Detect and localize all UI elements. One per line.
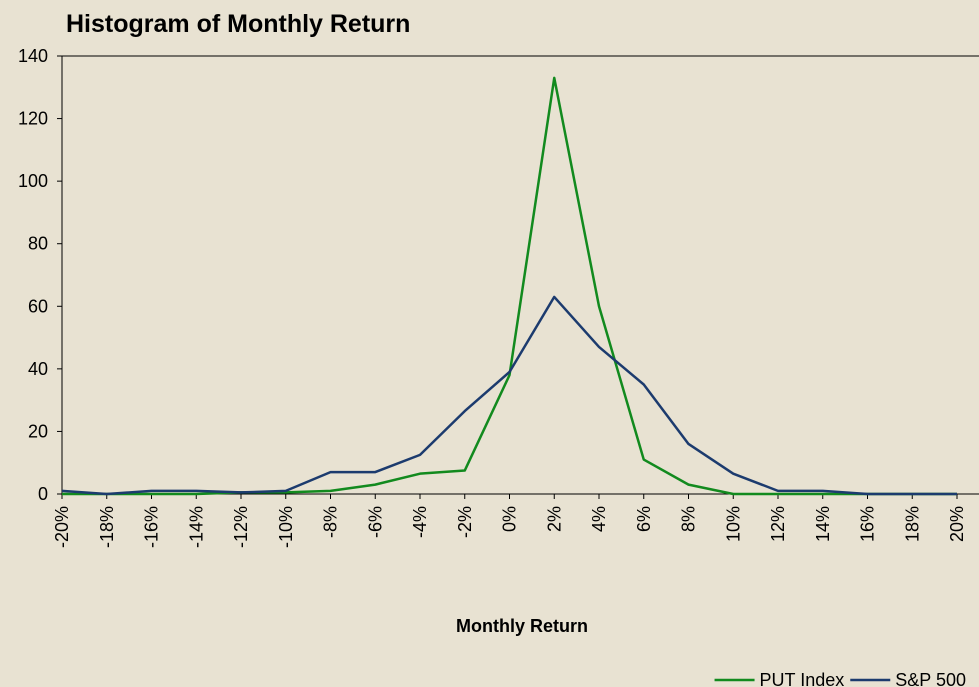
y-tick-label: 120 [18,109,48,129]
x-tick-label: 10% [723,506,743,542]
legend: PUT Index S&P 500 [714,670,966,687]
y-tick-label: 60 [28,296,48,316]
x-tick-label: 16% [858,506,878,542]
x-tick-label: -2% [455,506,475,538]
x-tick-label: -18% [97,506,117,548]
x-tick-label: -12% [231,506,251,548]
x-tick-label: -8% [321,506,341,538]
x-tick-label: -16% [142,506,162,548]
x-tick-label: 2% [544,506,564,532]
x-tick-label: -20% [52,506,72,548]
x-tick-label: 6% [634,506,654,532]
x-tick-label: -14% [186,506,206,548]
x-tick-label: -4% [410,506,430,538]
y-tick-label: 80 [28,234,48,254]
chart-title: Histogram of Monthly Return [66,10,410,38]
data-line [62,76,957,496]
legend-label: PUT Index [760,670,845,687]
legend-label: S&P 500 [895,670,966,687]
x-tick-label: 4% [589,506,609,532]
x-tick-label: 18% [902,506,922,542]
x-tick-label: 20% [947,506,967,542]
x-axis-title: Monthly Return [456,616,588,636]
y-tick-label: 0 [38,484,48,504]
y-tick-label: 20 [28,421,48,441]
y-tick-label: 100 [18,171,48,191]
y-tick-label: 40 [28,359,48,379]
x-tick-label: 12% [768,506,788,542]
x-tick-label: 0% [500,506,520,532]
y-tick-label: 140 [18,46,48,66]
x-tick-label: -10% [276,506,296,548]
x-tick-label: 14% [813,506,833,542]
x-tick-label: 8% [679,506,699,532]
data-line [61,295,957,496]
x-tick-label: -6% [365,506,385,538]
